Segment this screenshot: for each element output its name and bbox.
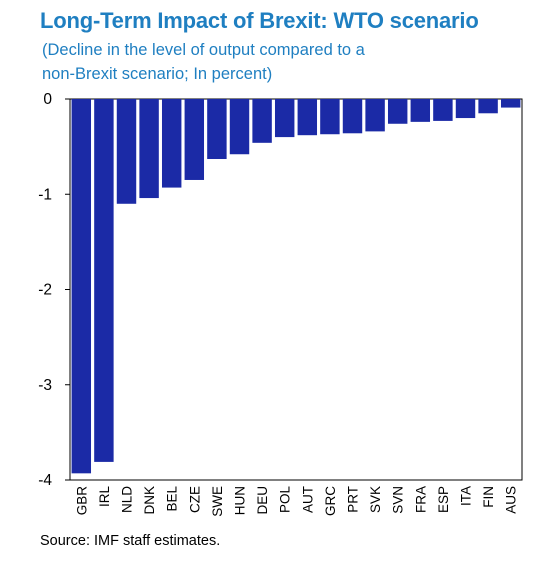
x-tick-label-dnk: DNK [142, 486, 157, 515]
chart-subtitle-line-2: non-Brexit scenario; In percent) [42, 65, 273, 83]
x-tick-label-prt: PRT [346, 486, 361, 513]
x-tick-label-hun: HUN [233, 486, 248, 515]
source-note: Source: IMF staff estimates. [40, 533, 221, 549]
bar-gbr [71, 99, 92, 474]
bar-bel [161, 99, 182, 188]
bar-deu [252, 99, 272, 143]
y-tick-label: -4 [38, 472, 52, 489]
bar-swe [207, 99, 227, 160]
x-tick-label-grc: GRC [323, 486, 338, 516]
y-tick-label: -1 [38, 186, 52, 203]
x-tick-label-nld: NLD [120, 486, 135, 513]
x-tick-label-svk: SVK [368, 486, 383, 513]
x-tick-label-ita: ITA [459, 486, 474, 506]
x-tick-label-cze: CZE [187, 486, 202, 513]
bar-hun [229, 99, 250, 155]
bar-fra [410, 99, 431, 122]
bar-grc [320, 99, 340, 135]
bar-cze [184, 99, 205, 180]
x-tick-label-svn: SVN [391, 486, 406, 514]
x-tick-label-esp: ESP [436, 486, 451, 513]
bar-svk [365, 99, 385, 132]
x-tick-label-irl: IRL [97, 486, 112, 508]
x-tick-label-aut: AUT [300, 486, 315, 513]
plot-frame [69, 98, 523, 481]
bar-irl [94, 99, 114, 462]
bar-esp [433, 99, 453, 121]
x-tick-label-pol: POL [278, 486, 293, 514]
x-tick-label-aus: AUS [504, 486, 519, 514]
chart-subtitle-line-1: (Decline in the level of output compared… [42, 41, 365, 59]
x-tick-label-swe: SWE [210, 486, 225, 517]
bar-ita [455, 99, 476, 119]
x-tick-label-bel: BEL [165, 486, 180, 512]
bar-prt [342, 99, 363, 134]
y-tick-label: -2 [38, 282, 52, 299]
bar-svn [387, 99, 408, 124]
y-tick-label: -3 [38, 377, 52, 394]
bar-nld [116, 99, 137, 204]
y-tick-label: 0 [43, 91, 52, 108]
x-tick-label-deu: DEU [255, 486, 270, 515]
bar-dnk [139, 99, 159, 199]
bar-pol [274, 99, 295, 138]
x-tick-label-gbr: GBR [74, 486, 89, 516]
x-tick-label-fin: FIN [481, 486, 496, 508]
bar-fin [478, 99, 498, 114]
bar-aut [297, 99, 318, 136]
chart-title: Long-Term Impact of Brexit: WTO scenario [40, 8, 479, 33]
bar-aus [500, 99, 521, 108]
x-tick-label-fra: FRA [413, 486, 428, 513]
